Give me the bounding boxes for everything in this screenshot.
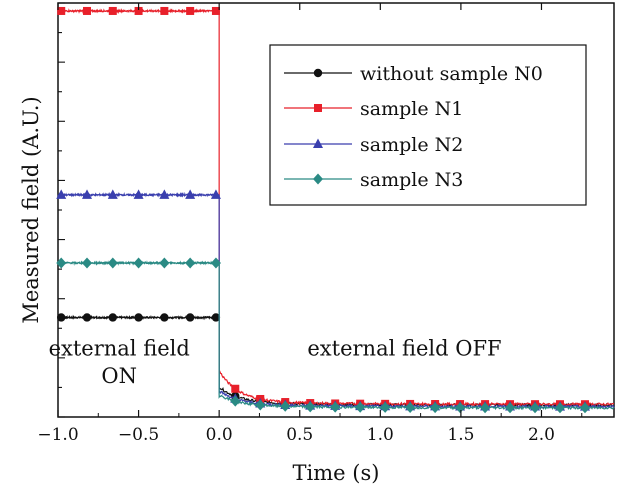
series-point <box>134 313 143 322</box>
legend-marker-n2 <box>313 138 323 148</box>
legend-marker-shape <box>313 68 323 78</box>
legend-marker-shape <box>314 104 322 112</box>
legend: without sample N0 sample N1 sample N2 sa… <box>269 44 587 206</box>
series-2 <box>56 189 615 411</box>
series-point <box>305 401 316 413</box>
x-tick-label: 0.5 <box>286 425 313 445</box>
legend-marker-n0 <box>313 68 323 78</box>
legend-marker-shape <box>313 138 323 148</box>
series-point <box>185 313 195 322</box>
series-point <box>380 401 391 413</box>
series-point <box>56 189 67 199</box>
series-point <box>57 313 66 322</box>
series-point <box>159 189 170 199</box>
legend-marker-shape <box>313 173 323 185</box>
series-point <box>107 257 118 269</box>
legend-text-n3: sample N3 <box>360 169 463 191</box>
x-tick-label: 1.0 <box>367 425 394 445</box>
legend-text-n0: without sample N0 <box>360 63 543 85</box>
series-point <box>186 6 195 15</box>
series-point <box>133 189 144 199</box>
series-point <box>134 6 143 15</box>
series-point <box>480 402 491 414</box>
annotation-external-field-off: external field OFF <box>307 336 501 360</box>
legend-marker-n3 <box>313 173 323 185</box>
legend-text-n2: sample N2 <box>360 134 463 156</box>
series-point <box>430 402 441 414</box>
series-point <box>330 401 341 413</box>
series-point <box>159 257 170 269</box>
series-point <box>355 401 366 413</box>
series-point <box>211 6 220 15</box>
x-tick-label: −1.0 <box>37 425 78 445</box>
series-point <box>82 313 92 322</box>
series-point <box>505 402 516 414</box>
series-point <box>280 400 291 412</box>
series-point <box>255 399 266 411</box>
series-point <box>108 6 117 15</box>
x-tick-label: 1.5 <box>447 425 474 445</box>
series-point <box>555 402 566 414</box>
series-point <box>210 257 221 269</box>
y-axis-label: Measured field (A.U.) <box>19 96 43 323</box>
series-point <box>455 402 466 414</box>
series-layer <box>56 6 615 414</box>
series-point <box>82 189 93 199</box>
series-line <box>57 191 615 410</box>
series-point <box>133 257 144 269</box>
series-0 <box>57 313 615 410</box>
series-point <box>83 6 92 15</box>
series-point <box>108 313 117 322</box>
series-point <box>56 257 67 269</box>
series-3 <box>56 257 615 414</box>
series-point <box>579 402 590 414</box>
x-tick-label: −0.5 <box>118 425 159 445</box>
series-point <box>210 189 221 199</box>
series-point <box>160 6 169 15</box>
annotation-external-field-on-line1: external field <box>49 336 190 360</box>
series-point <box>82 257 93 269</box>
series-line <box>57 314 615 408</box>
series-point <box>107 189 118 199</box>
series-point <box>530 402 541 414</box>
series-point <box>230 395 241 407</box>
series-point <box>185 189 196 199</box>
series-point <box>231 384 240 393</box>
series-point <box>160 313 169 322</box>
legend-text-n1: sample N1 <box>360 98 463 120</box>
series-point <box>211 313 221 322</box>
x-axis-label: Time (s) <box>293 461 380 485</box>
x-tick-label: 0.0 <box>206 425 233 445</box>
annotation-external-field-on-line2: ON <box>101 364 137 388</box>
series-point <box>185 257 196 269</box>
x-tick-label: 2.0 <box>528 425 555 445</box>
series-point <box>57 6 66 15</box>
legend-marker-n1 <box>314 104 322 112</box>
axes-layer: −1.0 −0.5 0.0 0.5 1.0 1.5 2.0 <box>37 2 583 445</box>
legend-box <box>269 44 587 206</box>
series-point <box>405 402 416 414</box>
